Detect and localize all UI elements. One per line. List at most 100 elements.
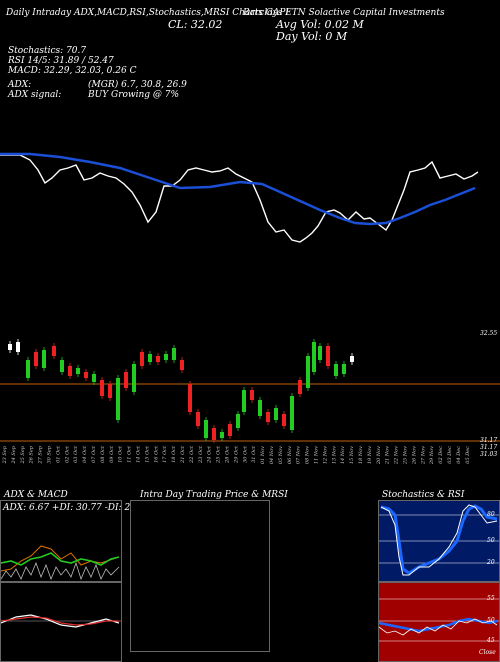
stochastics-lines (379, 504, 499, 576)
candle-body (180, 360, 184, 370)
date-label: 12 Nov (322, 446, 328, 464)
avg-volume: Avg Vol: 0.02 M (276, 18, 364, 31)
close-price: CL: 32.02 (168, 18, 223, 31)
candle-body (140, 352, 144, 366)
candle-body (196, 412, 200, 426)
price-axis-lower-1: 31.17 (480, 437, 498, 444)
adx-signal-label: ADX signal: (8, 90, 62, 100)
candle-body (290, 396, 294, 430)
date-label: 14 Oct (136, 445, 142, 463)
candle-body (220, 432, 224, 438)
candle-body (60, 360, 64, 372)
date-label: 18 Nov (358, 446, 364, 464)
date-label: 30 Sep (47, 445, 53, 463)
adx-lines (1, 545, 120, 581)
stochastics-value: Stochastics: 70.7 (8, 46, 87, 56)
candle-body (42, 350, 46, 368)
buy-signal: BUY Growing @ 7% (88, 90, 180, 100)
candle-body (228, 424, 232, 436)
price-axis-lower-3: 31.03 (480, 451, 498, 458)
date-label: 08 Oct (100, 445, 106, 463)
date-label: 23 Oct (198, 445, 204, 464)
candle-body (282, 414, 286, 426)
date-label: 30 Oct (242, 445, 248, 463)
candle-body (156, 356, 160, 362)
adx-label: ADX: (8, 80, 32, 90)
date-label: 18 Oct (171, 445, 177, 463)
candlesticks (8, 339, 354, 443)
day-volume: Day Vol: 0 M (276, 30, 348, 43)
rsi-panel: 55 50 45 Close (378, 582, 500, 662)
date-label: 11 Oct (127, 445, 133, 463)
candle-body (318, 346, 322, 360)
date-label: 11 Nov (314, 446, 320, 464)
date-label: 26 Nov (411, 446, 417, 465)
date-label: 09 Oct (109, 445, 115, 463)
candle-body (274, 408, 278, 420)
candle-body (34, 352, 38, 366)
adx-panel-title: ADX & MACD (4, 490, 68, 500)
date-label: 15 Oct (144, 445, 150, 463)
date-label: 20 Nov (376, 446, 382, 465)
date-label: 17 Oct (162, 445, 168, 463)
candle-body (298, 380, 302, 394)
date-label: 16 Oct (153, 445, 159, 463)
candle-body (108, 384, 112, 398)
date-label: 08 Nov (305, 446, 311, 464)
candle-body (132, 364, 136, 392)
macd-panel (0, 582, 122, 662)
adx-panel: ADX: 6.67 +DI: 30.77 -DI: 26.92 (0, 500, 150, 582)
date-label: 01 Nov (260, 446, 266, 464)
date-label: 22 Nov (394, 446, 400, 465)
intraday-panel-title: Intra Day Trading Price & MRSI (140, 490, 288, 500)
candle-body (76, 368, 80, 374)
candle-body (334, 364, 338, 376)
candle-body (100, 380, 104, 396)
date-label: 26 Sep (29, 445, 35, 464)
date-label: 28 Oct (225, 445, 231, 464)
date-label: 21 Nov (385, 446, 391, 465)
date-label: 07 Nov (296, 446, 302, 464)
date-label: 05 Dec (465, 446, 471, 464)
candle-body (148, 354, 152, 362)
date-label: 05 Nov (278, 446, 284, 464)
date-label: 13 Nov (331, 446, 337, 464)
candle-body (204, 420, 208, 438)
rsi-axis-45: 45 (487, 637, 495, 644)
date-label: 27 Nov (420, 446, 426, 465)
candle-body (342, 364, 346, 374)
price-axis-lower-2: 31.17 (480, 444, 498, 451)
date-label: 04 Oct (82, 445, 88, 463)
date-label: 23 Sep (2, 445, 8, 464)
stoch-axis-80: 80 (487, 511, 495, 518)
candle-body (116, 378, 120, 420)
macd-lines (1, 614, 121, 628)
adx-panel-values: ADX: 6.67 +DI: 30.77 -DI: 26.92 (3, 503, 151, 513)
date-label: 29 Oct (233, 445, 239, 464)
date-label: 24 Oct (207, 445, 213, 464)
date-label: 03 Dec (447, 446, 453, 464)
candle-body (250, 390, 254, 400)
chart-title: Daily Intraday ADX,MACD,RSI,Stochastics,… (6, 8, 290, 18)
date-label: 31 Oct (251, 445, 257, 463)
intraday-panel (130, 500, 270, 652)
candle-body (124, 372, 128, 388)
stochastics-panel: 80 50 20 (378, 500, 500, 582)
date-label: 25 Nov (403, 446, 409, 465)
price-line (0, 154, 479, 243)
candle-body (8, 344, 12, 350)
candle-body (312, 342, 316, 372)
stoch-axis-50: 50 (487, 537, 495, 544)
candle-body (26, 360, 30, 378)
moving-average-line (0, 152, 476, 226)
candle-body (326, 346, 330, 366)
candle-body (242, 390, 246, 412)
stoch-axis-20: 20 (487, 559, 495, 566)
date-label: 02 Oct (64, 445, 70, 463)
rsi-axis-close: Close (479, 649, 496, 656)
date-label: 25 Sep (20, 445, 26, 464)
date-label: 21 Oct (180, 445, 186, 464)
rsi-axis-50: 50 (487, 617, 495, 624)
candle-body (266, 412, 270, 422)
